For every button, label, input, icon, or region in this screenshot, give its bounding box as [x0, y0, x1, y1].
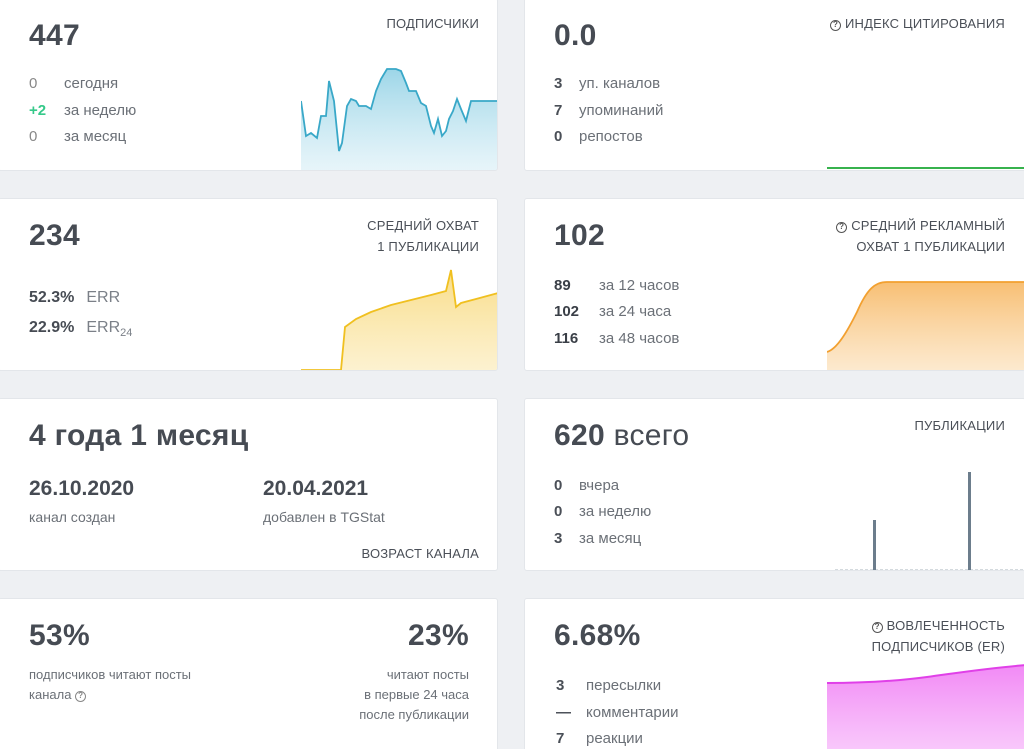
- engagement-reactions: 7 реакции: [556, 730, 643, 747]
- publications-card[interactable]: 620 всего ПУБЛИКАЦИИ 0 вчера 0 за неделю 3…: [524, 398, 1024, 571]
- publication-bar: [968, 472, 971, 570]
- publications-label: ПУБЛИКАЦИИ: [914, 418, 1005, 433]
- publications-count: 620 всего: [554, 419, 690, 452]
- created-date: 26.10.2020: [29, 477, 135, 500]
- channel-age-label: ВОЗРАСТ КАНАЛА: [361, 546, 479, 561]
- citation-label: ? ИНДЕКС ЦИТИРОВАНИЯ: [829, 13, 1005, 34]
- subscribers-label: ПОДПИСЧИКИ: [386, 16, 479, 31]
- created-label: канал создан: [29, 509, 116, 525]
- engagement-comments: — комментарии: [556, 704, 679, 721]
- subscribers-month: 0 за месяц: [29, 128, 127, 145]
- reach-value: 234: [29, 219, 80, 252]
- engagement-forwards: 3 пересылки: [556, 677, 662, 694]
- publications-month: 3 за месяц: [554, 530, 642, 547]
- ad-reach-48h: 116 за 48 часов: [554, 330, 680, 347]
- readers-description: подписчиков читают посты канала ?: [29, 667, 192, 702]
- engagement-sparkline: [827, 664, 1024, 749]
- question-circle-icon[interactable]: ?: [75, 691, 87, 702]
- engagement-label: ? ВОВЛЕЧЕННОСТЬ ПОДПИСЧИКОВ (ER): [871, 618, 1005, 654]
- citation-reposts: 0 репостов: [554, 128, 643, 145]
- subscribers-count: 447: [29, 19, 80, 52]
- channel-age-card[interactable]: 4 года 1 месяц 26.10.2020 канал создан 2…: [0, 398, 498, 571]
- reach-sparkline: [301, 269, 497, 370]
- citation-card[interactable]: 0.0 ? ИНДЕКС ЦИТИРОВАНИЯ 3 уп. каналов 7 уп…: [524, 0, 1024, 171]
- readers-percent: 53%: [29, 619, 90, 652]
- channel-age-value: 4 года 1 месяц: [29, 419, 249, 452]
- reach-card[interactable]: 234 СРЕДНИЙ ОХВАТ 1 ПУБЛИКАЦИИ 52.3% ERR …: [0, 198, 498, 371]
- ad-reach-value: 102: [554, 219, 605, 252]
- subscribers-week: +2 за неделю: [29, 102, 137, 119]
- ad-reach-card[interactable]: 102 ? СРЕДНИЙ РЕКЛАМНЫЙ ОХВАТ 1 ПУБЛИКАЦИ…: [524, 198, 1024, 371]
- readers-card[interactable]: 53% подписчиков читают посты канала ? 23…: [0, 598, 498, 749]
- question-circle-icon[interactable]: ?: [829, 20, 841, 31]
- readers-24h-percent: 23%: [408, 619, 469, 652]
- publications-bar-chart: [835, 472, 1024, 570]
- citation-index-value: 0.0: [554, 19, 597, 52]
- subscribers-today: 0 сегодня: [29, 75, 119, 92]
- subscribers-sparkline: [301, 68, 497, 170]
- added-date: 20.04.2021: [263, 477, 369, 500]
- err-row: 52.3% ERR: [29, 289, 121, 306]
- question-circle-icon[interactable]: ?: [871, 622, 883, 633]
- readers-24h-description: читают посты в первые 24 часа после публ…: [359, 667, 469, 722]
- citation-channels: 3 уп. каналов: [554, 75, 661, 92]
- engagement-rate: 6.68%: [554, 619, 641, 652]
- publications-week: 0 за неделю: [554, 503, 652, 520]
- ad-reach-sparkline: [827, 281, 1024, 370]
- reach-label: СРЕДНИЙ ОХВАТ 1 ПУБЛИКАЦИИ: [367, 218, 479, 254]
- publication-bar: [873, 520, 876, 570]
- publications-yesterday: 0 вчера: [554, 477, 620, 494]
- citation-mentions: 7 упоминаний: [554, 102, 664, 119]
- ad-reach-label: ? СРЕДНИЙ РЕКЛАМНЫЙ ОХВАТ 1 ПУБЛИКАЦИИ: [836, 215, 1005, 257]
- ad-reach-24h: 102 за 24 часа: [554, 303, 672, 320]
- subscribers-card[interactable]: 447 ПОДПИСЧИКИ 0 сегодня +2 за неделю 0 за …: [0, 0, 498, 171]
- citation-sparkline: [827, 167, 1024, 169]
- err24-row: 22.9% ERR24: [29, 319, 133, 339]
- ad-reach-12h: 89 за 12 часов: [554, 277, 680, 294]
- question-circle-icon[interactable]: ?: [836, 222, 848, 233]
- added-label: добавлен в TGStat: [263, 509, 385, 525]
